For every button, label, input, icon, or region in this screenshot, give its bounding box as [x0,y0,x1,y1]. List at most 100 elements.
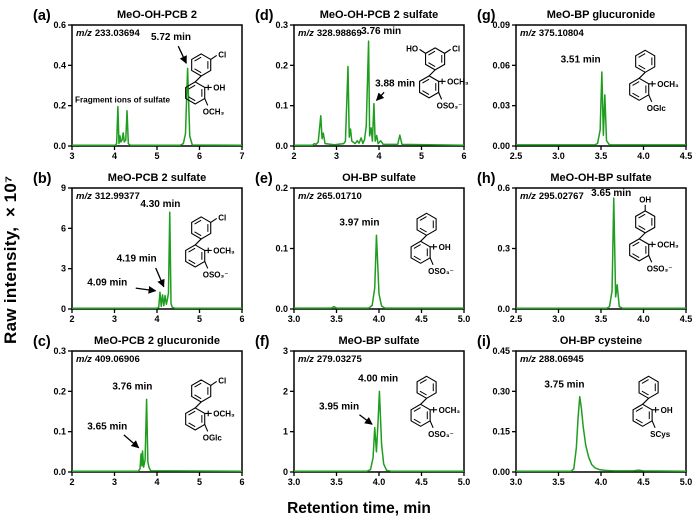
peak-annotation: 3.76 min [112,381,152,392]
y-tick-label: 0.2 [53,101,66,111]
panel-letter: (c) [33,334,51,350]
panel-letter: (e) [255,171,273,187]
double-bond [641,379,649,384]
molecular-structure: Cl OCH₃ OGlc [185,376,235,442]
y-tick-label: 0.00 [492,141,510,151]
chromatogram-plot: 2 3 4 5 6 0.0 0.1 0.2 0.3 m/z 328.98869 MeO-OH-PCB … [255,8,469,161]
y-axis: 0 1 2 3 [283,346,294,477]
y-axis: 0.0 0.1 0.2 [275,183,294,314]
substituent-label: OSO₃⁻ [437,101,463,110]
biaryl-bond [420,397,427,405]
double-bond [638,64,646,70]
substituent-label: SCys [650,430,671,439]
panel-title: MeO-OH-BP sulfate [550,172,651,184]
y-tick-label: 1 [283,427,288,437]
chromatogram-trace [72,67,243,146]
y-tick-label: 0.1 [275,244,288,254]
substituent-label: OCH₃ [439,406,461,415]
chromatogram-grid: 3 4 5 6 7 0.0 0.2 0.4 0.6 m/z 233.03694 MeO-OH-PCB … [26,0,693,494]
y-tick-label: 0.3 [497,244,510,254]
chromatogram-trace [516,197,686,309]
substituent-bond [651,420,656,429]
biaryl-bond [420,234,427,242]
y-tick-label: 0.2 [53,386,66,396]
chromatogram-trace [294,390,464,472]
annotation-arrow [375,91,385,101]
double-bond [194,231,202,237]
substituent-bond [648,255,653,263]
peak-annotation: 3.97 min [339,218,379,229]
y-tick-label: 0.30 [492,386,510,396]
chromatogram-plot: 2 3 4 5 6 0 3 6 9 m/z 312.99377 MeO-PCB 2 sulfate (b… [33,171,245,324]
y-tick-label: 0.3 [275,20,288,30]
y-tick-label: 0 [283,467,288,477]
molecular-structure: HO Cl OCH₃ OSO₃⁻ [406,44,469,110]
x-tick-label: 4.0 [637,151,650,161]
double-bond [635,418,643,424]
double-bond [194,68,202,74]
benzene-ring [635,49,656,73]
panel-title: MeO-BP sulfate [338,335,419,347]
double-bond [413,418,421,424]
substituent-bond [204,261,209,269]
chromatogram-trace [516,71,686,146]
y-axis-label: Raw intensity, ×10⁷ [1,175,20,345]
x-tick-label: 6 [197,151,202,161]
chromatogram-plot: 2.5 3.0 3.5 4.0 4.5 0.0 0.3 0.6 m/z 295.02767 MeO-… [477,171,692,324]
peak-annotation: 3.65 min [87,422,127,433]
double-bond [428,50,436,56]
y-tick-label: 0.1 [53,427,66,437]
x-tick-label: 2 [69,477,74,487]
double-bond [194,382,202,388]
x-axis: 3.0 3.5 4.0 4.5 5.0 [288,309,470,324]
y-tick-label: 6 [61,223,66,233]
x-axis: 2 3 4 5 6 [69,472,245,487]
chromatogram-trace [294,234,464,309]
benzene-ring [629,238,650,262]
double-bond [194,56,202,62]
double-bond [188,247,196,253]
substituent-bond [210,380,218,386]
mz-label: m/z 288.06945 [520,354,584,365]
panel-a: 3 4 5 6 7 0.0 0.2 0.4 0.6 m/z 233.03694 MeO-OH-PCB … [26,5,248,168]
x-tick-label: 3.0 [552,151,565,161]
substituent-label: OH [639,195,651,204]
mz-label: m/z 295.02767 [520,191,584,202]
panel-letter: (h) [477,171,496,187]
substituent-label: Cl [218,50,226,59]
x-tick-label: 5.0 [458,314,470,324]
x-tick-label: 3.5 [330,477,343,487]
substituent-label: HO [406,44,418,53]
y-tick-label: 0.1 [275,101,288,111]
molecular-structure: OH OSO₃⁻ [410,212,454,276]
y-tick-label: 2 [283,386,288,396]
x-tick-label: 3 [334,151,339,161]
x-tick-label: 5 [154,151,159,161]
panel-letter: (g) [477,8,496,24]
x-tick-label: 3.5 [552,477,565,487]
panel-letter: (f) [255,334,270,350]
chromatogram-trace [294,40,465,146]
x-tick-label: 3 [112,477,117,487]
y-tick-label: 0.0 [53,141,66,151]
panel-letter: (d) [255,8,274,24]
molecular-structure: Cl OCH₃ OSO₃⁻ [185,213,235,279]
peak-annotation: 4.00 min [358,373,398,384]
substituent-label: OH [213,83,225,92]
x-tick-label: 2 [291,151,296,161]
mz-label: m/z 233.03694 [76,28,140,39]
panel-title: MeO-OH-PCB 2 sulfate [320,9,439,21]
molecular-structure: OCH₃ OSO₃⁻ [410,375,461,439]
y-tick-label: 0.15 [492,427,510,437]
x-tick-label: 4.5 [637,477,650,487]
y-axis: 0.0 0.1 0.2 0.3 [275,20,294,151]
x-tick-label: 3.5 [595,314,608,324]
benzene-ring [629,77,650,101]
double-bond [194,394,202,400]
y-tick-label: 0.45 [492,346,510,356]
x-tick-label: 4.5 [415,477,428,487]
chromatogram-plot: 3.0 3.5 4.0 4.5 5.0 0.00 0.15 0.30 0.45 m/z 288.06… [477,334,692,487]
panel-b: 2 3 4 5 6 0 3 6 9 m/z 312.99377 MeO-PCB 2 sulfate (b… [26,168,248,331]
double-bond [428,62,436,68]
x-tick-label: 3.5 [330,314,343,324]
